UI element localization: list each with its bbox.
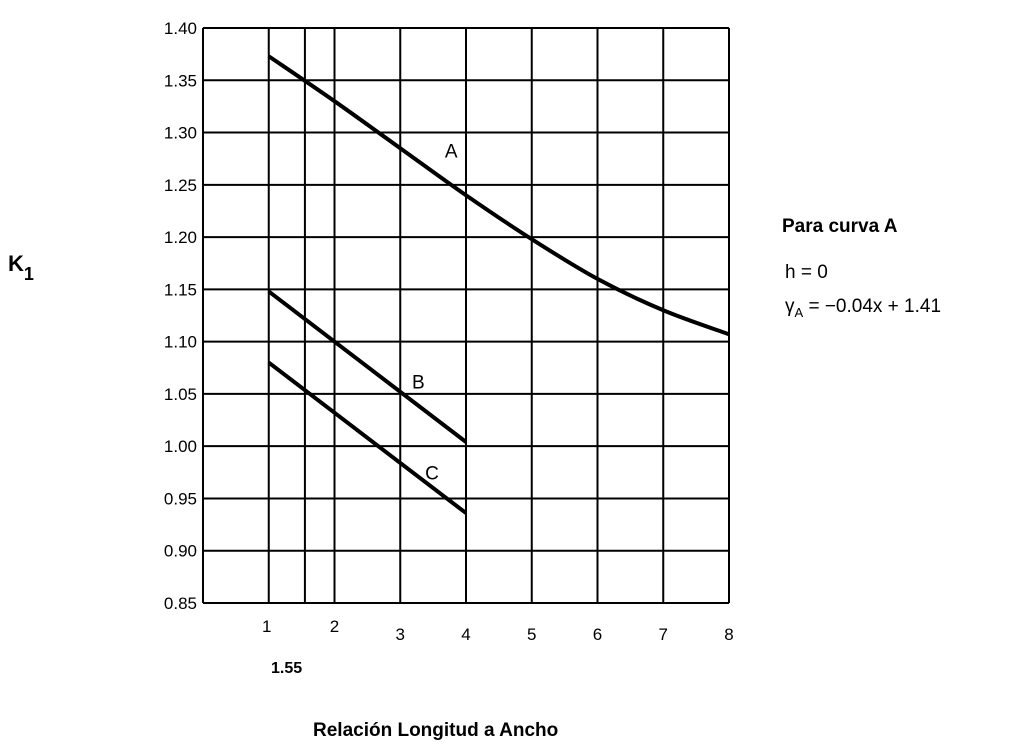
y-tick-label: 0.95 [164, 489, 197, 508]
y-tick-label: 1.20 [164, 228, 197, 247]
curve-label-b: B [412, 372, 425, 393]
x-tick-label: 2 [330, 617, 339, 636]
equation-gamma: γ [785, 296, 795, 317]
y-axis-label-sub: 1 [23, 264, 34, 284]
y-tick-label: 1.15 [164, 280, 197, 299]
curve-b [267, 289, 468, 444]
y-tick-label: 1.10 [164, 333, 197, 352]
x-tick-label: 6 [593, 625, 602, 644]
x-axis-label: Relación Longitud a Ancho [313, 720, 559, 741]
curve-label-c: C [425, 463, 439, 484]
x-tick-label: 7 [659, 625, 668, 644]
annotation-title: Para curva A [782, 216, 898, 237]
y-axis-label-main: K [8, 251, 24, 276]
annotation-h: h = 0 [785, 262, 828, 283]
x-tick-label: 4 [461, 625, 470, 644]
annotation-equation: γA = −0.04x + 1.41 [785, 296, 942, 320]
y-tick-label: 1.30 [164, 124, 197, 143]
y-tick-label: 1.40 [164, 19, 197, 38]
x-tick-labels: 1 2 3 4 5 6 7 8 [262, 617, 734, 644]
equation-subscript: A [794, 305, 804, 320]
curves [267, 54, 730, 515]
y-axis-label: K1 [8, 251, 34, 284]
y-tick-labels: 1.40 1.35 1.30 1.25 1.20 1.15 1.10 1.05 1.00 0.95… [164, 19, 197, 613]
y-tick-label: 0.85 [164, 594, 197, 613]
x-tick-label: 8 [724, 625, 733, 644]
curve-c [267, 360, 468, 515]
y-tick-label: 1.35 [164, 71, 197, 90]
x-tick-extra: 1.55 [271, 660, 303, 677]
x-tick-label: 5 [527, 625, 536, 644]
y-tick-label: 1.25 [164, 176, 197, 195]
curve-a [267, 54, 730, 337]
grid [202, 27, 730, 604]
y-tick-label: 1.05 [164, 385, 197, 404]
x-tick-label: 3 [396, 625, 405, 644]
x-tick-label: 1 [262, 617, 271, 636]
equation-body: = −0.04x + 1.41 [803, 296, 942, 317]
y-tick-label: 0.90 [164, 542, 197, 561]
y-tick-label: 1.00 [164, 437, 197, 456]
curve-label-a: A [445, 141, 458, 162]
curve-labels: A B C [412, 141, 458, 484]
